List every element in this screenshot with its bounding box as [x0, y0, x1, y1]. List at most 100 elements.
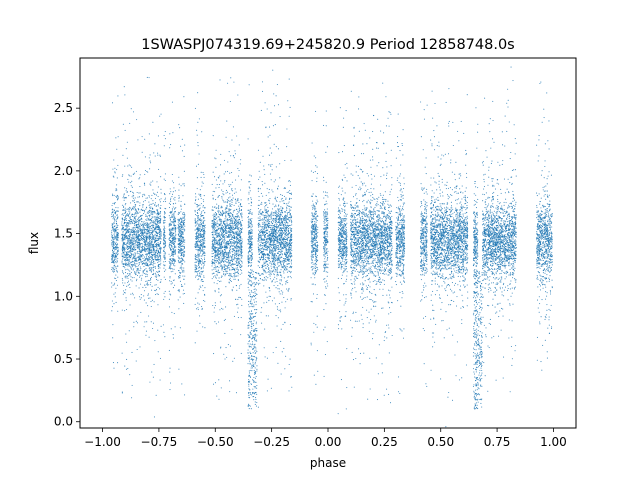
data-point: [155, 278, 158, 281]
data-point: [241, 243, 243, 245]
data-point: [132, 200, 134, 202]
data-point: [115, 188, 117, 190]
data-point: [134, 252, 136, 254]
data-point: [115, 207, 117, 209]
data-point: [117, 243, 119, 245]
data-point: [135, 285, 137, 287]
data-point: [194, 236, 197, 238]
data-point: [126, 157, 128, 159]
data-point: [197, 218, 199, 220]
data-point: [138, 250, 140, 252]
data-point: [132, 197, 134, 199]
data-point: [137, 269, 139, 271]
data-point: [226, 255, 228, 257]
data-point: [227, 202, 229, 204]
data-point: [181, 213, 184, 215]
data-point: [170, 264, 172, 266]
data-point: [111, 268, 113, 271]
data-point: [221, 196, 223, 198]
data-point: [201, 273, 203, 275]
data-point: [170, 271, 172, 273]
data-point: [122, 219, 124, 221]
data-point: [131, 235, 133, 237]
data-point: [203, 218, 205, 220]
data-point: [165, 200, 167, 203]
data-point: [127, 208, 129, 210]
data-point: [226, 247, 228, 249]
data-point: [163, 276, 165, 278]
data-point: [154, 246, 156, 248]
data-point: [159, 248, 161, 250]
data-point: [175, 235, 177, 237]
data-point: [213, 259, 215, 261]
data-point: [140, 243, 142, 245]
data-point: [117, 250, 119, 252]
data-point: [218, 288, 220, 290]
data-point: [227, 191, 229, 193]
data-point: [123, 86, 125, 88]
data-point: [236, 135, 238, 137]
data-point: [124, 267, 126, 269]
data-point: [122, 279, 124, 281]
data-point: [235, 255, 237, 258]
data-point: [214, 221, 216, 224]
data-point: [219, 237, 222, 239]
data-point: [111, 249, 114, 252]
data-point: [123, 236, 125, 238]
data-point: [175, 234, 177, 236]
data-point: [234, 241, 236, 243]
data-point: [213, 227, 215, 229]
data-point: [138, 192, 140, 194]
data-point: [138, 247, 140, 249]
data-point: [164, 243, 166, 245]
data-point: [146, 222, 148, 224]
data-point: [200, 171, 202, 173]
data-point: [216, 220, 218, 222]
data-point: [157, 259, 159, 261]
data-point: [122, 232, 124, 234]
data-point: [135, 170, 137, 172]
data-point: [228, 239, 230, 241]
data-point: [183, 267, 185, 269]
data-point: [113, 229, 115, 231]
data-point: [150, 238, 153, 240]
data-point: [226, 223, 228, 225]
data-point: [224, 257, 226, 259]
data-point: [183, 292, 186, 295]
data-point: [195, 297, 197, 299]
data-point: [143, 227, 145, 229]
data-point: [123, 238, 125, 240]
data-point: [181, 249, 183, 251]
data-point: [234, 222, 236, 224]
data-point: [133, 199, 135, 201]
data-point: [124, 256, 126, 258]
data-point: [172, 250, 174, 252]
data-point: [150, 282, 152, 284]
data-point: [168, 225, 170, 227]
data-point: [223, 200, 225, 202]
data-point: [172, 263, 175, 265]
data-point: [179, 296, 181, 298]
data-point: [133, 240, 135, 242]
data-point: [212, 226, 214, 228]
data-point: [165, 238, 167, 240]
data-point: [152, 243, 154, 245]
data-point: [174, 228, 176, 230]
data-point: [197, 233, 199, 235]
data-point: [231, 199, 233, 201]
data-point: [144, 200, 146, 202]
data-point: [133, 235, 135, 237]
data-point: [223, 242, 225, 244]
data-point: [114, 255, 116, 257]
data-point: [130, 261, 132, 263]
data-point: [113, 303, 115, 305]
data-point: [130, 279, 132, 281]
data-point: [146, 262, 148, 264]
data-point: [234, 225, 237, 227]
data-point: [223, 201, 225, 203]
data-point: [139, 205, 141, 207]
data-point: [145, 280, 147, 282]
data-point: [152, 262, 154, 264]
data-point: [171, 262, 173, 264]
data-point: [174, 219, 176, 221]
